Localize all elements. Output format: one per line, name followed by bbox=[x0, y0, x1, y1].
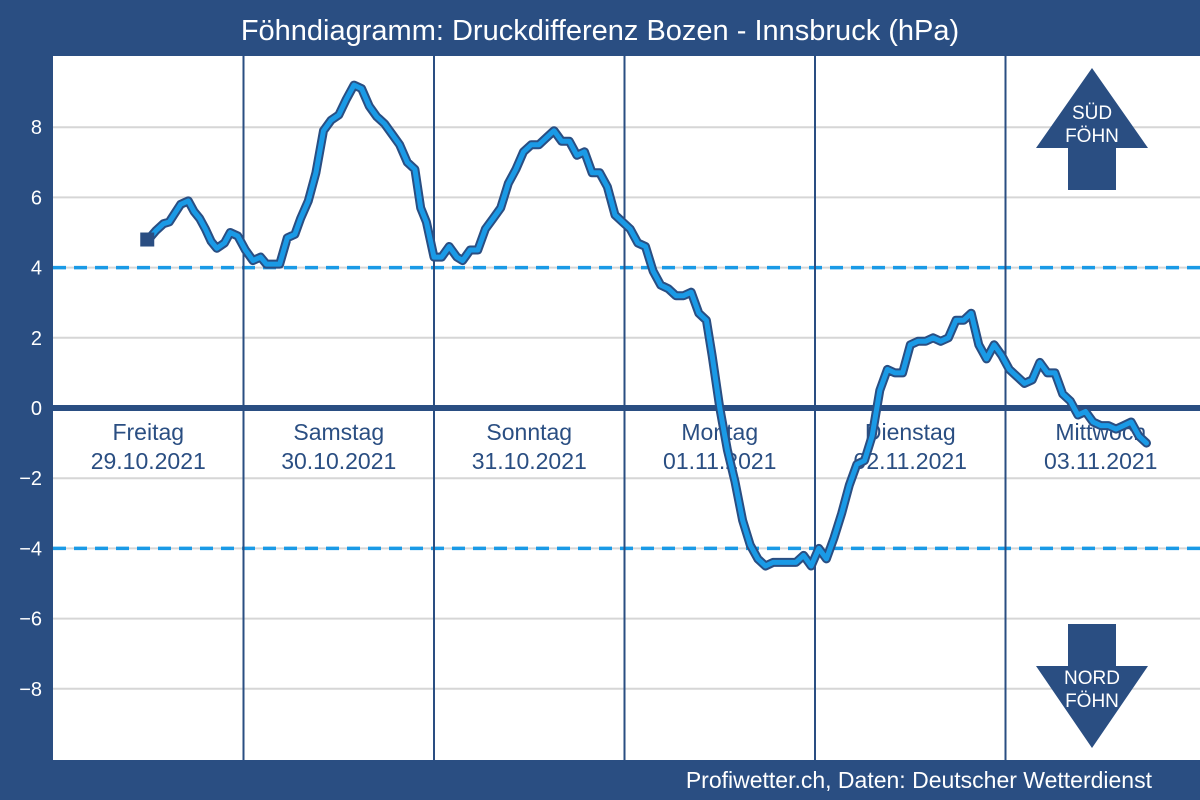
series-line bbox=[145, 82, 1149, 569]
day-separators bbox=[242, 56, 1007, 760]
day-date-label: 30.10.2021 bbox=[281, 448, 396, 474]
north-indicator-line1: NORD bbox=[1064, 668, 1120, 689]
day-date-label: 02.11.2021 bbox=[854, 448, 967, 474]
y-tick-label: 2 bbox=[31, 328, 42, 350]
y-tick-label: −2 bbox=[19, 468, 42, 490]
south-foehn-indicator: SÜD FÖHN bbox=[1036, 68, 1148, 190]
chart-title: Föhndiagramm: Druckdifferenz Bozen - Inn… bbox=[241, 15, 959, 47]
day-date-label: 03.11.2021 bbox=[1044, 448, 1157, 474]
y-tick-label: 8 bbox=[31, 117, 42, 139]
y-tick-label: 4 bbox=[31, 258, 42, 280]
y-tick-label: −6 bbox=[19, 609, 42, 631]
day-date-label: 31.10.2021 bbox=[472, 448, 587, 474]
day-date-label: 01.11.2021 bbox=[663, 448, 776, 474]
day-labels: Freitag 29.10.2021 Samstag 30.10.2021 Sonnta… bbox=[91, 419, 1158, 474]
up-arrow-icon bbox=[1036, 68, 1148, 190]
day-date-label: 29.10.2021 bbox=[91, 448, 206, 474]
north-indicator-line2: FÖHN bbox=[1065, 691, 1119, 712]
y-axis-tick-labels: 8 6 4 2 0 −2 −4 −6 −8 bbox=[19, 117, 42, 701]
y-tick-label: 6 bbox=[31, 187, 42, 209]
down-arrow-icon bbox=[1036, 624, 1148, 748]
north-foehn-indicator: NORD FÖHN bbox=[1036, 624, 1148, 748]
day-name-label: Dienstag bbox=[865, 419, 956, 445]
south-indicator-line2: FÖHN bbox=[1065, 126, 1119, 147]
y-tick-label: −8 bbox=[19, 679, 42, 701]
y-tick-label: −4 bbox=[19, 538, 42, 560]
south-indicator-line1: SÜD bbox=[1072, 103, 1112, 124]
y-tick-label: 0 bbox=[31, 398, 42, 420]
series-pressure-difference bbox=[143, 80, 1151, 571]
day-name-label: Freitag bbox=[112, 419, 184, 445]
day-name-label: Samstag bbox=[293, 419, 384, 445]
day-name-label: Sonntag bbox=[486, 419, 572, 445]
data-source-footer: Profiwetter.ch, Daten: Deutscher Wetterd… bbox=[686, 767, 1153, 793]
series-start-marker bbox=[140, 232, 155, 247]
